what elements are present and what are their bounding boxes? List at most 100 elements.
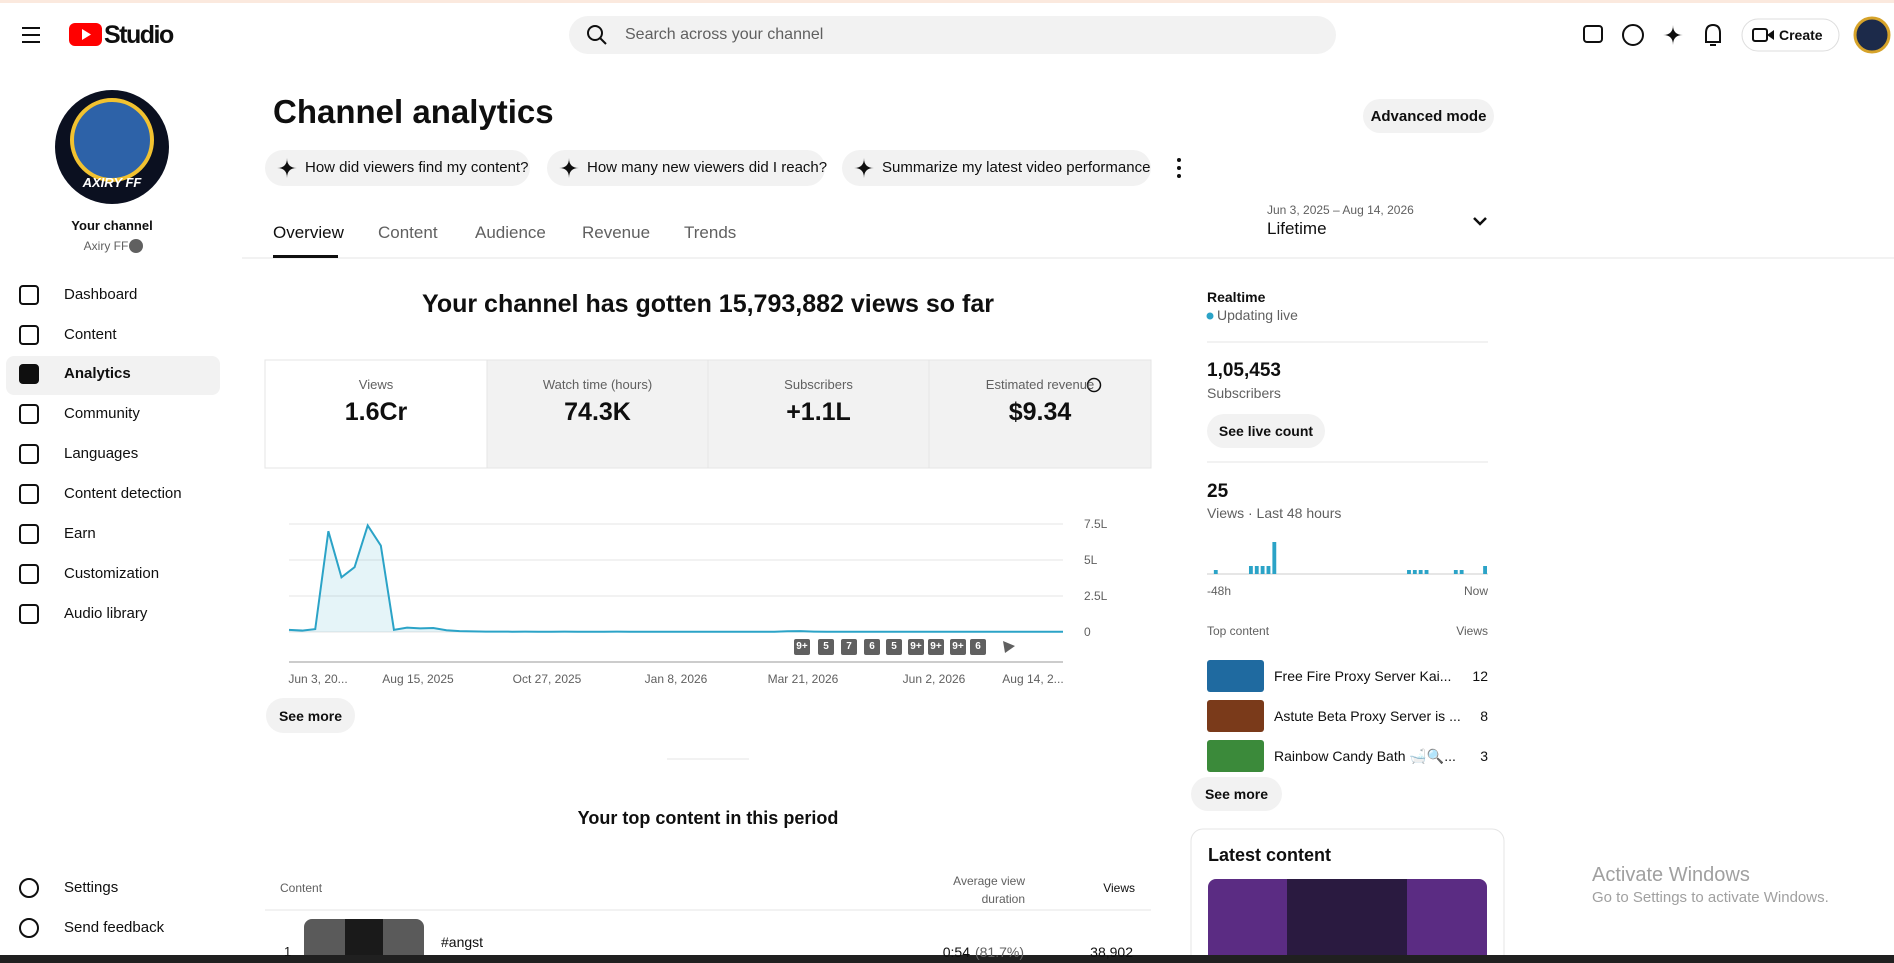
create-button-bg bbox=[1741, 18, 1840, 52]
metric-label: Estimated revenue bbox=[985, 377, 1095, 393]
period[interactable]: Lifetime bbox=[1267, 218, 1327, 238]
watermark-title: Activate Windows bbox=[1592, 864, 1750, 886]
nav-item[interactable]: Languages bbox=[64, 445, 139, 462]
prompt-chip-bg bbox=[842, 150, 1151, 186]
nav-item[interactable]: Analytics bbox=[64, 365, 131, 382]
advanced-mode-button[interactable]: Advanced mode bbox=[1363, 99, 1494, 133]
page-title: Channel analytics bbox=[273, 93, 554, 131]
item-thumbnail bbox=[1207, 740, 1264, 772]
metric-value: $9.34 bbox=[1008, 398, 1072, 426]
tab[interactable]: Content bbox=[378, 222, 438, 242]
nav-item[interactable]: Content bbox=[64, 326, 117, 343]
views-line bbox=[288, 523, 1063, 633]
item-title[interactable]: Astute Beta Proxy Server is ... bbox=[1274, 707, 1461, 724]
video-marker-bg bbox=[886, 639, 902, 655]
tab[interactable]: Audience bbox=[475, 222, 546, 242]
video-marker-bg bbox=[928, 639, 944, 655]
latest-title: Latest content bbox=[1208, 845, 1332, 866]
nav-item[interactable]: Audio library bbox=[64, 605, 148, 622]
nav-icon bbox=[19, 524, 39, 544]
chevron-icon bbox=[1473, 217, 1487, 226]
realtime-status: Updating live bbox=[1217, 306, 1298, 323]
video-marker: 9+ bbox=[910, 641, 922, 652]
y-tick-label: 2.5L bbox=[1084, 588, 1108, 603]
see-more-button[interactable]: See more bbox=[266, 698, 355, 733]
sparkle-icon bbox=[854, 158, 874, 178]
help-icon bbox=[1622, 24, 1644, 46]
nav-item[interactable]: Settings bbox=[64, 879, 119, 896]
item-views: 8 bbox=[1480, 707, 1488, 724]
x-tick-label: Jun 2, 2026 bbox=[902, 671, 966, 686]
search-icon bbox=[599, 37, 607, 45]
create-button[interactable]: Create bbox=[1779, 26, 1823, 43]
realtime-views-label: Views · Last 48 hours bbox=[1207, 504, 1342, 521]
nav-icon bbox=[19, 325, 39, 345]
subscriber-count: 1,05,453 bbox=[1207, 359, 1281, 381]
tab[interactable]: Revenue bbox=[582, 222, 651, 242]
tab[interactable]: Trends bbox=[684, 222, 737, 242]
sparkle-icon bbox=[277, 158, 297, 178]
bottom-strip bbox=[0, 955, 1894, 963]
video-marker-bg bbox=[908, 639, 924, 655]
column-header: Content bbox=[280, 880, 323, 895]
shorts-marker bbox=[1003, 641, 1015, 653]
nav-item[interactable]: Content detection bbox=[64, 485, 182, 502]
metric-value: 1.6Cr bbox=[344, 398, 408, 426]
video-marker-bg bbox=[970, 639, 986, 655]
nav-item[interactable]: Community bbox=[64, 405, 140, 422]
video-marker: 6 bbox=[869, 641, 875, 652]
prompt-chip[interactable]: Summarize my latest video performance bbox=[882, 159, 1151, 176]
realtime-bar bbox=[1418, 570, 1423, 574]
video-marker: 7 bbox=[846, 641, 852, 652]
tab[interactable]: Overview bbox=[273, 222, 344, 242]
prompt-chip[interactable]: How did viewers find my content? bbox=[305, 159, 529, 176]
realtime-bar bbox=[1483, 566, 1487, 574]
channel-avatar-art bbox=[70, 98, 154, 182]
row-views: 38,902 bbox=[1090, 943, 1133, 960]
more-icon bbox=[1177, 158, 1181, 162]
realtime-bar bbox=[1407, 570, 1411, 574]
nav-item[interactable]: Customization bbox=[64, 565, 160, 582]
nav-item[interactable]: Dashboard bbox=[64, 286, 138, 303]
prompt-chip-bg bbox=[265, 150, 530, 186]
live-count-button[interactable]: See live count bbox=[1207, 414, 1325, 448]
nav-item[interactable]: Earn bbox=[64, 525, 96, 542]
prompt-chip[interactable]: How many new viewers did I reach? bbox=[587, 159, 828, 176]
nav-item[interactable]: Send feedback bbox=[64, 919, 165, 936]
video-marker: 9+ bbox=[952, 641, 964, 652]
video-marker-bg bbox=[950, 639, 966, 655]
x-tick-label: Aug 15, 2025 bbox=[382, 671, 454, 686]
realtime-bar bbox=[1453, 570, 1458, 574]
headline: Your channel has gotten 15,793,882 views… bbox=[422, 290, 994, 318]
logo-text: Studio bbox=[104, 21, 174, 49]
y-tick-label: 5L bbox=[1084, 552, 1098, 567]
see-more-button[interactable]: See more bbox=[1191, 777, 1282, 811]
realtime-bar bbox=[1459, 570, 1464, 574]
metric-label: Watch time (hours) bbox=[542, 377, 653, 393]
views-column: Views bbox=[1456, 623, 1488, 638]
area-fill bbox=[289, 525, 1063, 632]
video-marker-bg bbox=[794, 639, 810, 655]
row-title[interactable]: #angst bbox=[441, 933, 484, 950]
metric-value: +1.1L bbox=[786, 398, 851, 426]
create-icon bbox=[1767, 30, 1774, 40]
video-marker-bg bbox=[864, 639, 880, 655]
realtime-bar bbox=[1266, 566, 1271, 574]
metric-card bbox=[707, 359, 930, 469]
watermark-subtitle: Go to Settings to activate Windows. bbox=[1592, 889, 1829, 906]
video-marker-bg bbox=[818, 639, 834, 655]
subscriber-label: Subscribers bbox=[1207, 384, 1281, 401]
row-rank: 1 bbox=[284, 944, 292, 960]
item-title[interactable]: Free Fire Proxy Server Kai... bbox=[1274, 667, 1452, 684]
top-border bbox=[0, 0, 1894, 3]
axis-start: -48h bbox=[1207, 583, 1232, 598]
item-title[interactable]: Rainbow Candy Bath 🛁🔍... bbox=[1274, 747, 1456, 764]
feedback-icon bbox=[1583, 25, 1603, 43]
nav-icon bbox=[19, 444, 39, 464]
nav-icon bbox=[19, 404, 39, 424]
x-tick-label: Oct 27, 2025 bbox=[512, 671, 582, 686]
nav-icon bbox=[19, 878, 39, 898]
video-marker: 9+ bbox=[796, 641, 808, 652]
video-marker: 5 bbox=[891, 641, 897, 652]
